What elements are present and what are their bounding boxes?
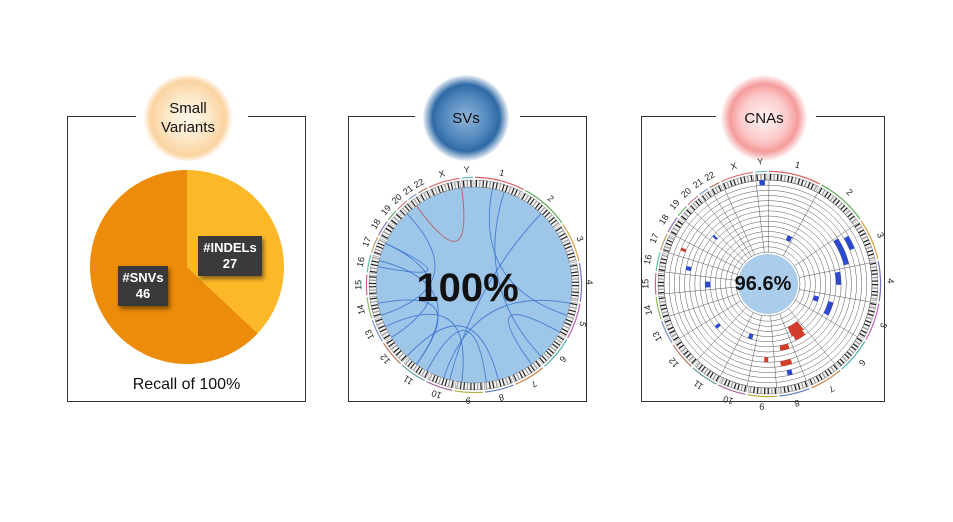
recall-text: Recall of 100%	[132, 376, 241, 393]
svs-badge: SVs	[423, 75, 509, 161]
snvs-label: #SNVs	[122, 270, 164, 285]
cnas-badge: CNAs	[721, 75, 807, 161]
indels-count: 27	[222, 256, 238, 271]
indels-label: #INDELs	[203, 240, 257, 255]
snvs-label-box: #SNVs 46	[118, 266, 168, 306]
cnas-title: CNAs	[744, 109, 784, 127]
snvs-count: 46	[135, 286, 151, 301]
indels-label-box: #INDELs 27	[198, 236, 262, 276]
cna-label-chr4: 4	[886, 278, 896, 283]
small-variants-title-line2: Variants	[161, 119, 215, 136]
cna-label-chr9: 9	[759, 401, 765, 411]
svs-title: SVs	[452, 109, 480, 127]
svs-percent: 100%	[416, 266, 519, 310]
small-variants-title-line1: Small	[169, 100, 207, 117]
small-variants-badge: Small Variants	[143, 75, 233, 161]
cnas-percent: 96.6%	[734, 273, 792, 295]
